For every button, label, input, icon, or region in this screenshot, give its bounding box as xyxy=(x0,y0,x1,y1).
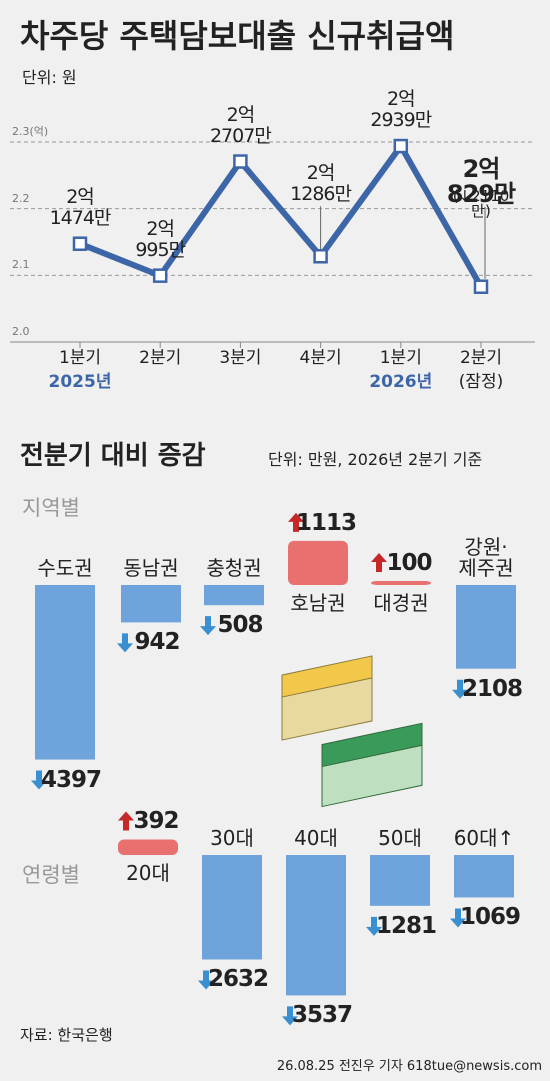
section-title: 전분기 대비 증감 xyxy=(20,441,206,471)
source: 자료: 한국은행 xyxy=(20,1026,113,1044)
category-label: 호남권 xyxy=(290,591,346,615)
credit: 26.08.25 전진우 기자 618tue@newsis.com xyxy=(276,1059,542,1074)
point xyxy=(473,279,489,294)
arrow-icon xyxy=(366,916,382,936)
bar xyxy=(454,855,514,898)
y-tick-label: 2.0 xyxy=(12,325,30,338)
value-label: 942 xyxy=(134,629,180,656)
arrow-icon xyxy=(452,679,468,699)
x-tick-label: 1분기 xyxy=(379,348,422,368)
x-tick-label: 2분기 xyxy=(459,348,503,368)
money-icon xyxy=(281,655,423,808)
category-label: 60대↑ xyxy=(453,826,515,850)
point xyxy=(233,154,248,169)
line xyxy=(78,140,484,289)
value-label: 2억829만 xyxy=(446,154,516,208)
category-label: 충청권 xyxy=(206,556,262,580)
point xyxy=(152,268,168,283)
group-label: 지역별 xyxy=(22,496,80,520)
value-label: 2632 xyxy=(207,966,269,993)
bar xyxy=(288,540,348,585)
value-label: 1286만 xyxy=(290,183,352,206)
bar xyxy=(456,585,516,669)
bar xyxy=(370,855,430,906)
point xyxy=(72,236,88,251)
category-label: 대경권 xyxy=(373,591,429,615)
x-sublabel: 2026년 xyxy=(369,372,433,392)
value-label: 508 xyxy=(217,612,263,639)
annotation: (↓2110만) xyxy=(452,186,510,221)
arrow-icon xyxy=(117,633,133,653)
category-label: 30대 xyxy=(210,826,254,850)
x-tick-label: 3분기 xyxy=(219,348,262,368)
value-label: 3537 xyxy=(291,1002,353,1029)
title: 차주당 주택담보대출 신규취급액 xyxy=(20,17,455,55)
value-label: 2억 xyxy=(387,88,416,111)
bar xyxy=(202,855,262,960)
value-label: 2억 xyxy=(306,162,336,185)
point xyxy=(393,138,409,154)
subtitle: 단위: 원 xyxy=(22,68,77,87)
x-tick-label: 4분기 xyxy=(299,348,342,368)
value-label: 2억 xyxy=(146,217,175,240)
x-sublabel: (잠정) xyxy=(458,372,504,392)
point xyxy=(313,249,328,264)
value-label: 995만 xyxy=(135,238,186,261)
arrow-icon xyxy=(450,908,466,928)
x-sublabel: 2025년 xyxy=(48,372,112,392)
value-label: 4397 xyxy=(40,766,102,793)
value-label: 2억 xyxy=(226,103,256,126)
section-subtitle: 단위: 만원, 2026년 2분기 기준 xyxy=(268,450,483,469)
value-label: 1474만 xyxy=(49,206,112,229)
arrow-icon xyxy=(118,811,134,831)
arrow-icon xyxy=(288,512,304,532)
category-label: 강원· 제주권 xyxy=(458,535,514,580)
arrow-icon xyxy=(371,553,387,573)
category-label: 20대 xyxy=(126,861,170,885)
value-label: 1281 xyxy=(375,912,437,939)
category-label: 동남권 xyxy=(123,556,179,580)
group-label: 연령별 xyxy=(22,863,80,887)
bar xyxy=(371,581,431,585)
bar xyxy=(35,585,95,760)
value-label: 100 xyxy=(386,550,432,577)
bar xyxy=(121,585,181,623)
arrow-icon xyxy=(200,616,216,636)
value-label: 392 xyxy=(133,808,179,835)
bar xyxy=(286,855,346,996)
arrow-icon xyxy=(198,970,214,990)
bar xyxy=(118,839,178,855)
category-label: 수도권 xyxy=(37,556,93,580)
value-label: 1113 xyxy=(295,509,357,536)
x-tick-label: 2분기 xyxy=(139,348,182,368)
value-label: 2939만 xyxy=(370,109,432,132)
category-label: 40대 xyxy=(294,826,338,850)
y-tick-label: 2.1 xyxy=(12,258,30,272)
value-label: 1069 xyxy=(459,904,521,931)
y-tick-label: 2.2 xyxy=(12,191,30,205)
y-tick-label: 2.3(억) xyxy=(12,125,49,138)
bar xyxy=(204,585,264,606)
value-label: 2108 xyxy=(461,675,523,702)
category-label: 50대 xyxy=(378,826,422,850)
arrow-icon xyxy=(282,1006,298,1026)
value-label: 2억 xyxy=(66,185,95,208)
arrow-icon xyxy=(31,770,47,790)
x-tick-label: 1분기 xyxy=(58,348,102,368)
value-label: 2707만 xyxy=(209,124,272,147)
